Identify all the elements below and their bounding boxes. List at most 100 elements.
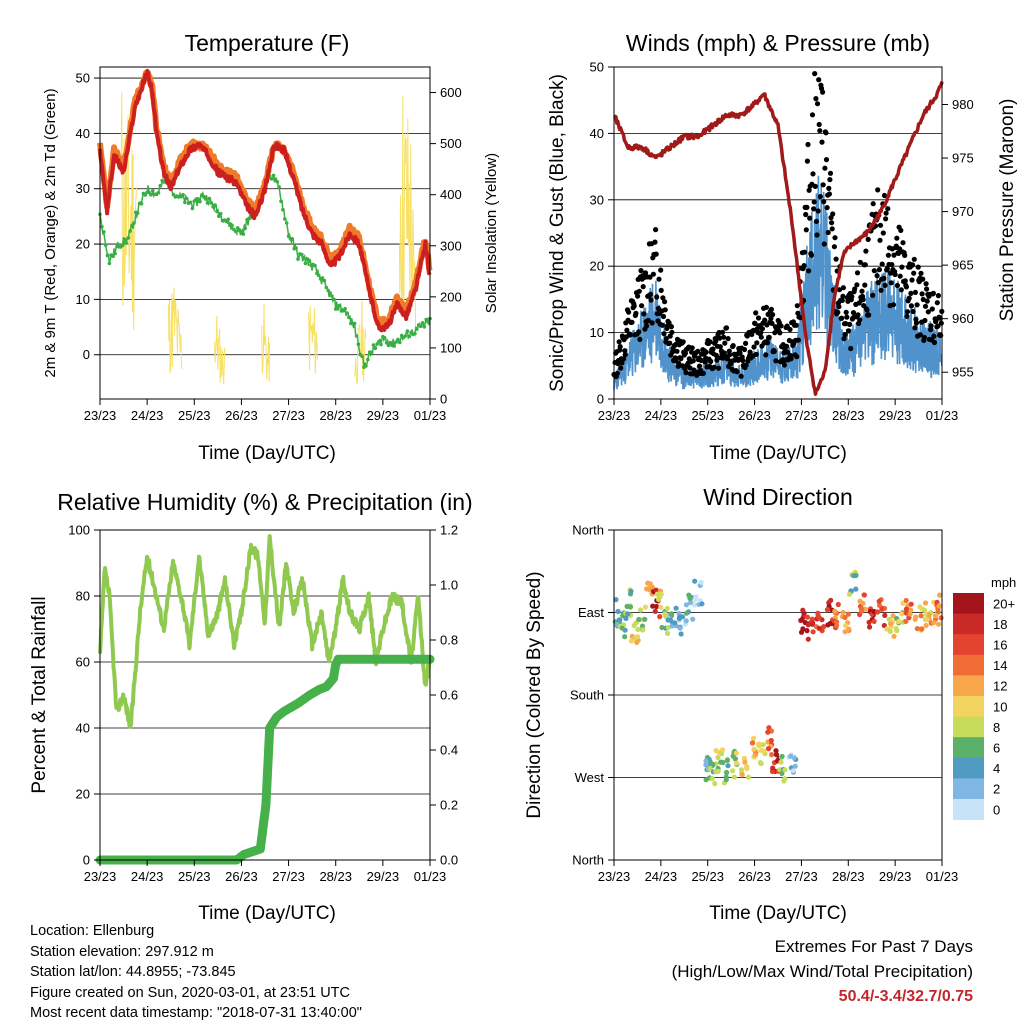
dewpoint-point [326, 288, 331, 293]
gust-point [753, 351, 759, 357]
gust-point [624, 327, 630, 333]
dewpoint-point [420, 321, 425, 325]
y2-tick-label: 955 [952, 365, 974, 380]
direction-point [692, 602, 698, 608]
direction-point [713, 769, 719, 775]
direction-point [725, 763, 731, 769]
direction-point [804, 614, 811, 620]
gust-point [855, 312, 861, 318]
direction-point [712, 781, 718, 787]
direction-point [662, 611, 668, 617]
gust-point [922, 317, 928, 324]
dewpoint-point [354, 334, 359, 338]
gust-point [895, 250, 902, 256]
gust-point [885, 252, 892, 258]
x-tick-label: 29/23 [367, 408, 400, 423]
legend-label: 18 [993, 617, 1007, 632]
direction-point [936, 603, 942, 609]
direction-point [871, 618, 877, 625]
direction-point [644, 586, 650, 592]
gust-point [839, 297, 845, 303]
gust-point [619, 360, 625, 366]
gust-point [766, 334, 772, 340]
gust-point [794, 354, 800, 360]
dewpoint-point [301, 255, 306, 260]
gust-point [633, 310, 639, 316]
direction-point [723, 774, 729, 780]
gust-point [857, 317, 863, 323]
dewpoint-point [162, 180, 166, 184]
dewpoint-point [407, 334, 412, 339]
direction-point [703, 758, 709, 764]
legend-swatch [953, 716, 984, 738]
gust-point [845, 328, 852, 334]
dewpoint-point [151, 189, 155, 193]
legend-label: 14 [993, 658, 1007, 673]
gust-point [642, 270, 649, 276]
gust-point [852, 286, 858, 292]
dewpoint-point [230, 223, 234, 228]
gust-point [795, 337, 802, 343]
gust-point [737, 350, 743, 356]
gust-point [915, 264, 921, 270]
dewpoint-point [135, 211, 140, 215]
gust-point [822, 165, 828, 171]
direction-point [765, 729, 771, 735]
direction-point [924, 617, 930, 623]
dewpoint-point [284, 221, 289, 225]
legend-title: mph [991, 575, 1016, 590]
gust-point [817, 194, 824, 200]
gust-point [923, 281, 929, 287]
gust-point [676, 360, 682, 366]
gust-point [743, 362, 749, 368]
gust-point [689, 345, 695, 351]
gust-point [621, 356, 627, 362]
gust-point [781, 362, 788, 368]
direction-point [899, 611, 905, 617]
dewpoint-point [100, 224, 104, 229]
gust-point [819, 139, 825, 145]
station-location: Location: Ellenburg [30, 923, 155, 939]
gust-point [658, 287, 664, 293]
y-tick-label: North [572, 523, 604, 538]
gust-point [764, 340, 771, 346]
direction-point [846, 626, 852, 632]
dewpoint-point [209, 201, 214, 205]
legend-swatch [953, 778, 984, 800]
direction-point [731, 774, 738, 780]
gust-point [938, 332, 944, 338]
direction-point [638, 607, 644, 613]
gust-point [827, 170, 834, 176]
gust-point [821, 241, 827, 247]
gust-point [917, 332, 924, 338]
dewpoint-point [120, 243, 125, 248]
direction-point [657, 614, 663, 620]
gust-point [749, 331, 755, 337]
direction-point [720, 759, 726, 766]
gust-point [721, 334, 727, 340]
x-tick-label: 28/23 [319, 869, 352, 884]
direction-point [866, 619, 872, 625]
dewpoint-point [352, 321, 357, 326]
gust-point [870, 292, 876, 298]
direction-point [918, 613, 924, 619]
x-tick-label: 26/23 [225, 869, 258, 884]
legend-label: 12 [993, 679, 1007, 694]
gust-point [647, 291, 654, 297]
direction-point [832, 608, 838, 614]
direction-point [733, 760, 740, 766]
gust-point [784, 343, 790, 349]
gust-point [854, 270, 861, 276]
sonic-wind-line [613, 175, 943, 390]
dewpoint-point [418, 324, 423, 329]
gust-point [880, 230, 886, 236]
station-latlon: Station lat/lon: 44.8955; -73.845 [30, 964, 236, 981]
dewpoint-point [241, 232, 246, 236]
x-tick-label: 24/23 [645, 869, 678, 884]
extremes-box: Extremes For Past 7 Days (High/Low/Max W… [672, 934, 973, 1009]
y-tick-label: 30 [590, 192, 604, 207]
humidity-panel: Relative Humidity (%) & Precipitation (i… [29, 489, 473, 924]
dewpoint-point [205, 201, 210, 205]
gust-point [864, 307, 870, 313]
gust-point [727, 352, 733, 358]
